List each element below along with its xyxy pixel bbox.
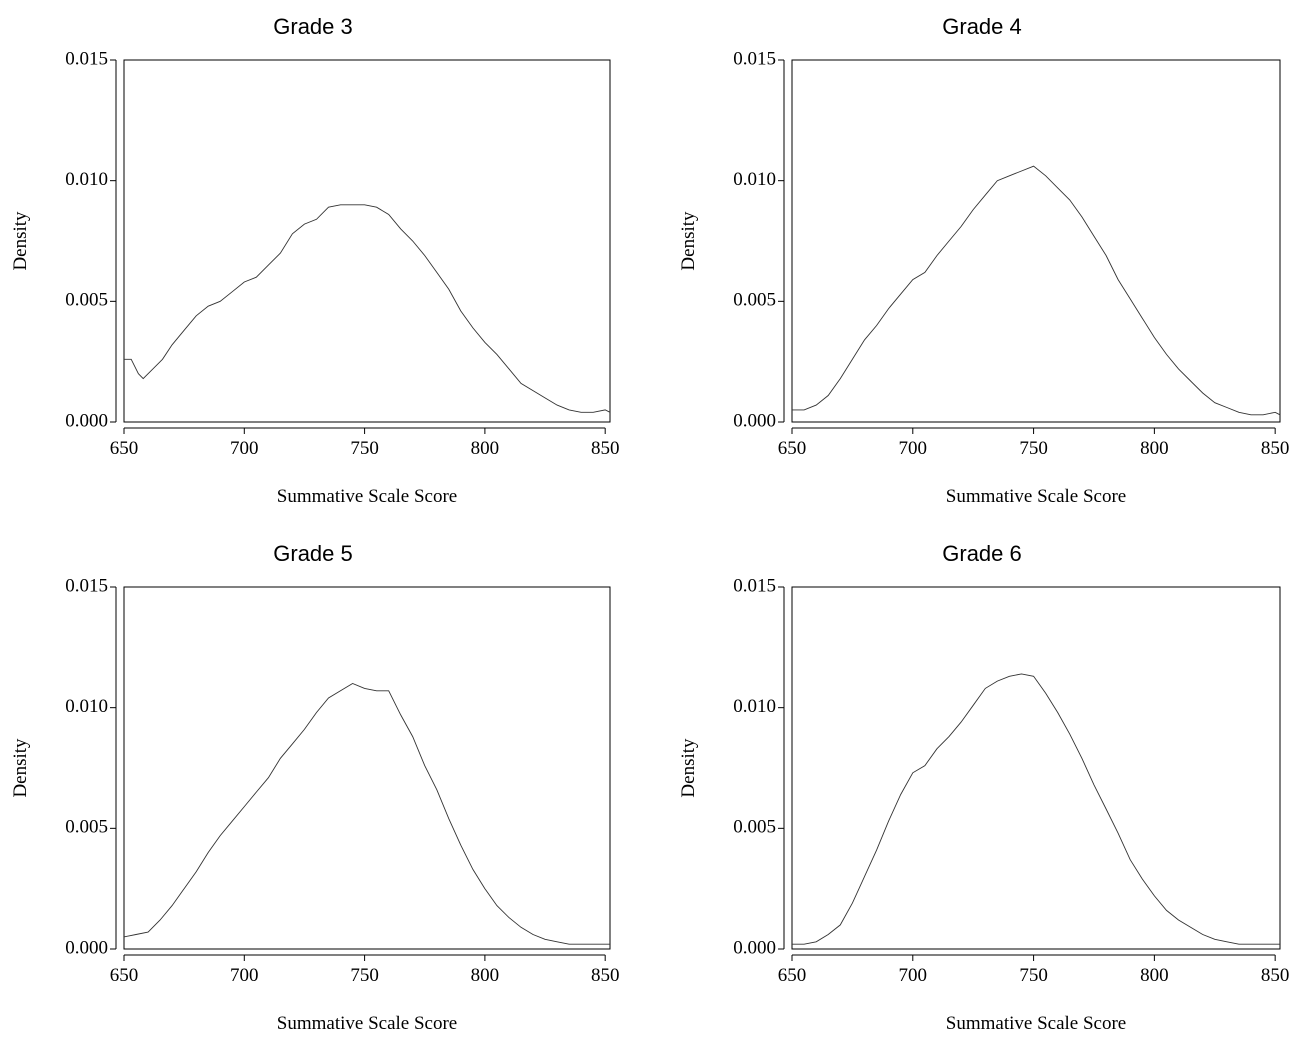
- y-tick-label: 0.010: [65, 696, 108, 717]
- x-tick-label: 650: [110, 965, 139, 986]
- y-tick-label: 0.010: [733, 696, 776, 717]
- plot-frame: [791, 59, 1281, 423]
- x-tick-label: 800: [471, 965, 500, 986]
- density-line: [792, 165, 1281, 416]
- x-axis-label: Summative Scale Score: [946, 486, 1126, 507]
- y-axis-label: Density: [10, 211, 31, 271]
- chart-panel-4: Grade 6 0.000 0.005 0.010 0.015 650 700 750 800 8…: [678, 541, 1289, 1034]
- x-tick-label: 650: [778, 965, 807, 986]
- y-tick-label: 0.015: [733, 575, 776, 596]
- x-tick-label: 800: [1140, 438, 1169, 459]
- y-tick-label: 0.005: [733, 290, 776, 311]
- y-tick-label: 0.005: [65, 290, 108, 311]
- y-axis-label: Density: [678, 211, 699, 271]
- x-tick-label: 650: [110, 438, 139, 459]
- chart-panel-3: Grade 5 0.000 0.005 0.010 0.015 650 700 750 800 8…: [10, 541, 619, 1034]
- x-axis-label: Summative Scale Score: [277, 486, 457, 507]
- x-tick-label: 850: [1261, 965, 1290, 986]
- x-tick-label: 800: [471, 438, 500, 459]
- chart-title: Grade 6: [942, 541, 1022, 566]
- density-line: [124, 204, 611, 413]
- x-axis-label: Summative Scale Score: [946, 1013, 1126, 1034]
- chart-title: Grade 5: [273, 541, 353, 566]
- density-line: [792, 673, 1280, 945]
- x-tick-label: 650: [778, 438, 807, 459]
- y-tick-label: 0.000: [733, 937, 776, 958]
- y-axis-label: Density: [10, 738, 31, 798]
- y-tick-label: 0.005: [733, 817, 776, 838]
- x-tick-label: 750: [350, 965, 379, 986]
- chart-title: Grade 3: [273, 14, 353, 39]
- y-axis-label: Density: [678, 738, 699, 798]
- x-tick-label: 700: [899, 965, 928, 986]
- x-tick-label: 750: [350, 438, 379, 459]
- y-tick-label: 0.015: [733, 48, 776, 69]
- plot-frame: [791, 586, 1281, 950]
- y-tick-label: 0.000: [733, 410, 776, 431]
- x-tick-label: 750: [1019, 438, 1048, 459]
- x-tick-label: 700: [230, 438, 259, 459]
- x-tick-label: 850: [591, 438, 620, 459]
- y-tick-label: 0.015: [65, 48, 108, 69]
- density-line: [123, 682, 610, 945]
- x-tick-label: 700: [230, 965, 259, 986]
- x-tick-label: 850: [1261, 438, 1290, 459]
- x-tick-label: 750: [1019, 965, 1048, 986]
- y-tick-label: 0.000: [65, 937, 108, 958]
- plot-frame: [123, 59, 611, 423]
- y-tick-label: 0.005: [65, 817, 108, 838]
- y-tick-label: 0.010: [65, 169, 108, 190]
- x-tick-label: 800: [1140, 965, 1169, 986]
- chart-title: Grade 4: [942, 14, 1022, 39]
- plot-frame: [123, 586, 611, 950]
- y-tick-label: 0.010: [733, 169, 776, 190]
- x-tick-label: 850: [591, 965, 620, 986]
- x-tick-label: 700: [899, 438, 928, 459]
- x-axis-label: Summative Scale Score: [277, 1013, 457, 1034]
- chart-panel-1: Grade 3 0.000 0.005 0.010 0.015 650 700 750 800 8…: [10, 14, 619, 507]
- y-tick-label: 0.000: [65, 410, 108, 431]
- y-tick-label: 0.015: [65, 575, 108, 596]
- chart-panel-2: Grade 4 0.000 0.005 0.010 0.015 650 700 750 800 8…: [678, 14, 1289, 507]
